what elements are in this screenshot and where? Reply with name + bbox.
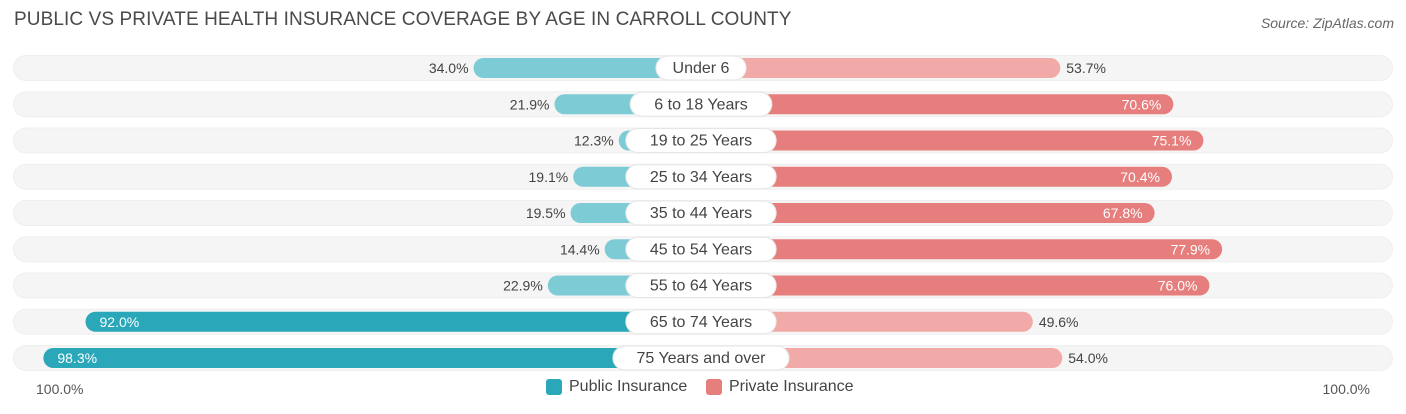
private-bar [701, 203, 1155, 223]
category-label: 19 to 25 Years [650, 133, 752, 150]
bar-row: 98.3% 54.0% 75 Years and over [13, 345, 1393, 371]
category-pill [625, 236, 777, 262]
public-bar [473, 58, 701, 78]
public-value-label: 19.1% [529, 169, 569, 185]
legend: Public Insurance Private Insurance [0, 378, 1406, 402]
public-bar [43, 348, 702, 368]
source-note: Source: ZipAtlas.com [1260, 15, 1394, 31]
private-value-label: 75.1% [1152, 133, 1192, 149]
private-bar [701, 239, 1223, 260]
chart-area: 34.0% 53.7% Under 6 21.9% 70.6% 6 to 18 Years… [13, 55, 1393, 371]
private-bar [701, 58, 1061, 78]
private-value-label: 70.6% [1122, 96, 1162, 112]
category-label: 25 to 34 Years [650, 169, 752, 186]
private-value-label: 77.9% [1170, 241, 1210, 257]
public-value-label: 22.9% [503, 278, 543, 294]
category-pill [625, 200, 777, 226]
category-label: 6 to 18 Years [654, 96, 747, 113]
legend-item-private[interactable]: Private Insurance [706, 378, 854, 396]
public-value-label: 21.9% [510, 96, 550, 112]
private-value-label: 53.7% [1066, 60, 1106, 76]
bar-row: 21.9% 70.6% 6 to 18 Years [13, 91, 1393, 118]
legend-swatch-public [546, 379, 562, 395]
public-value-label: 12.3% [574, 133, 614, 149]
public-value-label: 34.0% [429, 60, 469, 76]
private-value-label: 54.0% [1068, 350, 1108, 366]
private-value-label: 67.8% [1103, 205, 1143, 221]
category-label: 45 to 54 Years [650, 241, 752, 258]
category-label: 55 to 64 Years [650, 278, 752, 295]
category-pill [625, 128, 777, 153]
bar-row: 14.4% 77.9% 45 to 54 Years [13, 236, 1393, 263]
bar-row: 34.0% 53.7% Under 6 [13, 55, 1393, 81]
legend-label-private: Private Insurance [729, 378, 854, 395]
private-bar [701, 94, 1174, 115]
public-value-label: 92.0% [100, 314, 140, 330]
category-pill [629, 91, 773, 117]
private-bar [701, 275, 1210, 296]
category-pill [625, 164, 777, 190]
category-label: 35 to 44 Years [650, 205, 752, 222]
private-bar [701, 130, 1204, 151]
public-value-label: 19.5% [526, 205, 566, 221]
legend-swatch-private [706, 379, 722, 395]
private-bar [701, 348, 1063, 368]
bar-row: 19.5% 67.8% 35 to 44 Years [13, 200, 1393, 226]
axis-right-label: 100.0% [1322, 381, 1370, 397]
private-bar [701, 311, 1033, 332]
bar-row: 92.0% 49.6% 65 to 74 Years [13, 308, 1393, 335]
category-pill [625, 309, 777, 335]
chart-title: PUBLIC VS PRIVATE HEALTH INSURANCE COVER… [14, 9, 792, 30]
public-bar [85, 311, 701, 332]
category-label: Under 6 [673, 60, 730, 77]
category-pill [612, 345, 790, 371]
public-value-label: 98.3% [57, 350, 97, 366]
public-value-label: 14.4% [560, 241, 600, 257]
category-label: 75 Years and over [637, 350, 767, 367]
bar-row: 19.1% 70.4% 25 to 34 Years [13, 163, 1393, 190]
category-label: 65 to 74 Years [650, 314, 752, 331]
category-pill [655, 55, 747, 81]
private-value-label: 76.0% [1158, 278, 1198, 294]
private-value-label: 49.6% [1039, 314, 1079, 330]
axis-left-label: 100.0% [36, 381, 84, 397]
category-pill [625, 273, 777, 298]
private-value-label: 70.4% [1120, 169, 1160, 185]
legend-label-public: Public Insurance [569, 378, 688, 395]
bar-row: 12.3% 75.1% 19 to 25 Years [13, 127, 1393, 154]
bar-row: 22.9% 76.0% 55 to 64 Years [13, 272, 1393, 299]
legend-item-public[interactable]: Public Insurance [546, 378, 687, 396]
private-bar [701, 166, 1172, 187]
